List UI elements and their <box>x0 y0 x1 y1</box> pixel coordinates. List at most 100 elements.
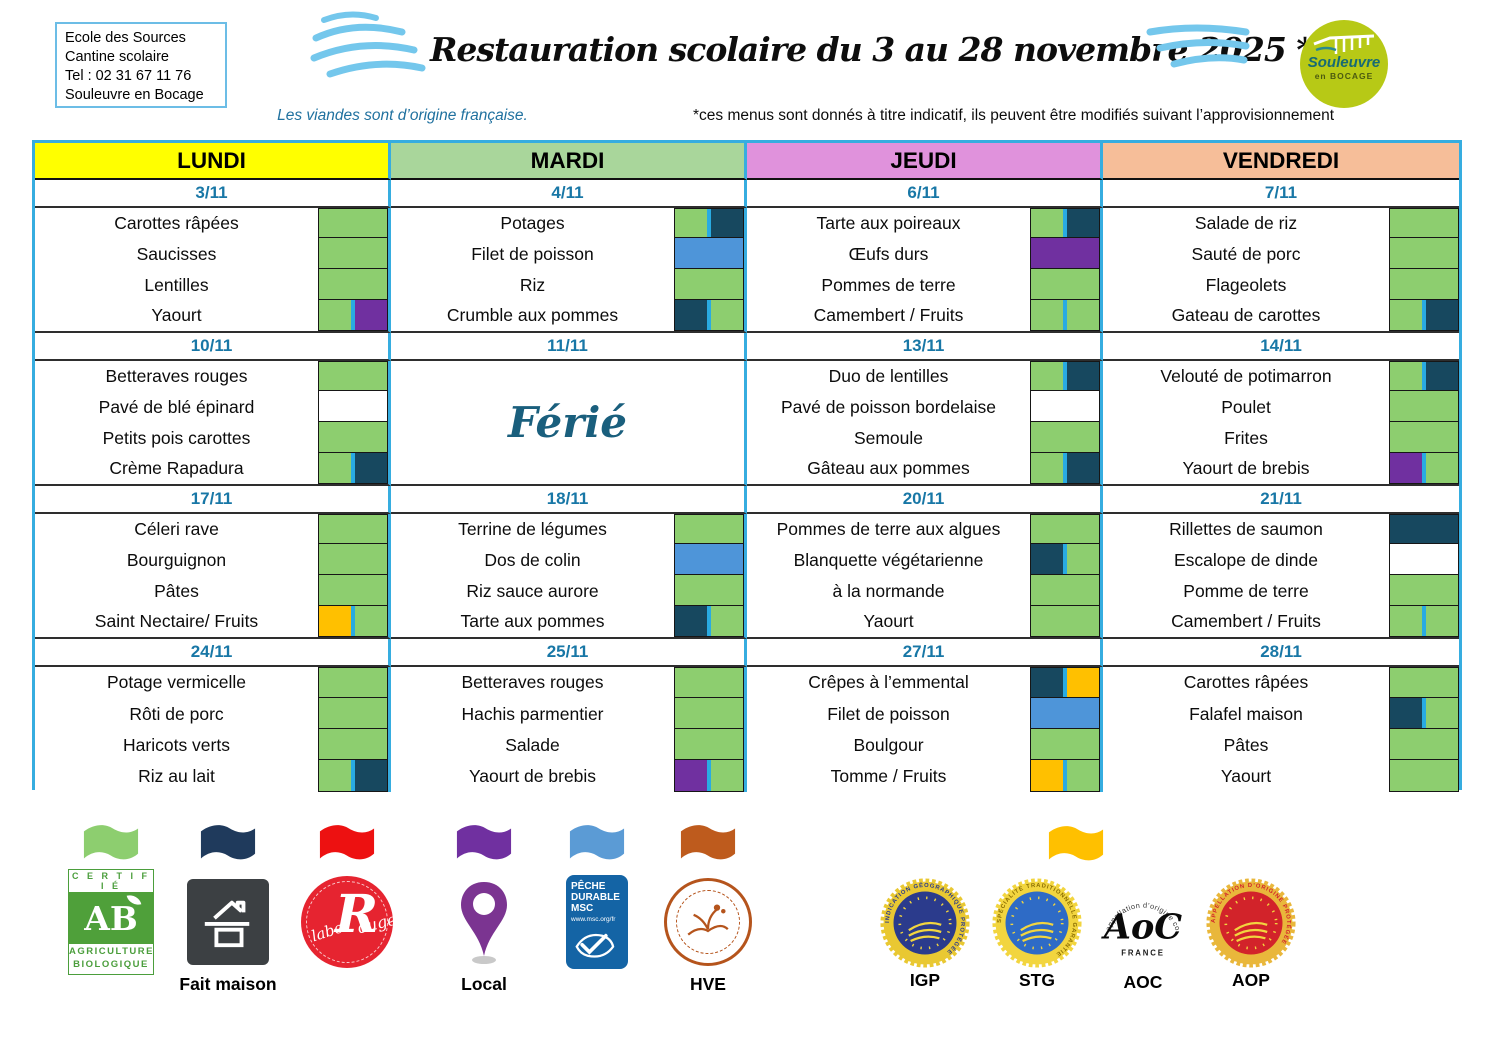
menu-item-text: Tomme / Fruits <box>830 766 947 787</box>
menu-item-text: Terrine de légumes <box>458 519 607 540</box>
menu-items: Salade de riz Sauté de porc Flageolets Gate… <box>1103 208 1389 331</box>
aop-seal: APPELLATION D’ORIGINE PROTÉGÉE <box>1206 878 1296 968</box>
date-cell: 4/11 <box>391 180 747 208</box>
label-marker-part-green <box>1390 362 1422 391</box>
date-cell: 11/11 <box>391 333 747 361</box>
menu-item-text: Camembert / Fruits <box>813 305 964 326</box>
label-marker-column <box>674 667 744 792</box>
label-marker-part-green <box>319 238 387 269</box>
label-marker-part-navy <box>675 299 707 330</box>
label-marker-part-white <box>1031 391 1099 422</box>
label-marker-green <box>1030 604 1100 637</box>
label-marker-part-green <box>319 269 387 300</box>
menu-item-text: Duo de lentilles <box>828 366 949 387</box>
label-marker-green <box>318 574 388 607</box>
label-marker-part-green <box>319 209 387 238</box>
label-marker-column <box>318 361 388 484</box>
label-marker-green <box>1389 728 1459 761</box>
legend-item-local: Local <box>419 820 549 994</box>
menu-item-text: Escalope de dinde <box>1174 549 1318 570</box>
label-marker-column <box>674 514 744 637</box>
legend-seal-aop: APPELLATION D’ORIGINE PROTÉGÉE AOP <box>1186 878 1316 991</box>
label-marker-green-purple <box>318 298 388 331</box>
menu-day-cell: Betteraves rouges Hachis parmentier Salade… <box>391 667 747 792</box>
flag-icon <box>680 825 736 860</box>
label-marker-green <box>318 421 388 454</box>
label-marker-green-navy <box>674 208 744 239</box>
label-marker-part-green <box>1031 422 1099 453</box>
label-marker-part-green <box>1422 697 1458 729</box>
label-marker-part-green <box>675 575 743 606</box>
swoosh-decoration-icon <box>1146 24 1250 68</box>
legend-item-siqo-flag <box>1047 822 1105 866</box>
label-marker-part-green <box>319 668 387 698</box>
date-cell: 20/11 <box>747 486 1103 514</box>
date-cell: 18/11 <box>391 486 747 514</box>
label-marker-green <box>1030 514 1100 545</box>
menu-item-text: Velouté de potimarron <box>1160 366 1332 387</box>
label-marker-part-green <box>1390 668 1458 698</box>
legend-label: Local <box>461 974 507 994</box>
menu-items: Tarte aux poireaux Œufs durs Pommes de ter… <box>747 208 1030 331</box>
label-marker-green <box>674 574 744 607</box>
label-marker-part-green <box>319 452 351 483</box>
label-marker-part-green <box>707 760 743 791</box>
date-cell: 3/11 <box>35 180 391 208</box>
menu-item-text: Céleri rave <box>134 519 219 540</box>
label-marker-part-green <box>675 209 707 238</box>
menu-item-text: Blanquette végétarienne <box>793 549 984 570</box>
label-marker-part-green <box>1390 299 1422 330</box>
date-cell: 6/11 <box>747 180 1103 208</box>
label-marker-green-navy <box>1030 451 1100 484</box>
menu-item-text: Petits pois carottes <box>102 427 251 448</box>
label-marker-navy-green <box>1030 543 1100 576</box>
date-cell: 7/11 <box>1103 180 1459 208</box>
label-marker-part-green <box>319 515 387 544</box>
school-name: Ecole des Sources <box>65 30 186 46</box>
menu-item-text: Pavé de poisson bordelaise <box>780 396 996 417</box>
menu-item-text: Carottes râpées <box>114 213 239 234</box>
menu-day-cell: Potages Filet de poisson Riz Crumble aux po… <box>391 208 747 333</box>
menu-item-text: Gâteau aux pommes <box>807 458 970 479</box>
label-marker-column <box>1389 361 1459 484</box>
label-marker-part-green <box>319 544 387 575</box>
label-marker-column <box>1389 667 1459 792</box>
label-marker-green <box>1389 574 1459 607</box>
label-marker-part-green <box>1031 269 1099 300</box>
label-marker-part-green <box>675 729 743 760</box>
flag-icon <box>83 825 139 860</box>
label-marker-part-green <box>1390 269 1458 300</box>
label-marker-part-blue <box>675 238 743 269</box>
legend-item-fait-maison: Fait maison <box>163 820 293 994</box>
legend-seal-aoc: appellation d’origine contrôlée AoC FRAN… <box>1078 871 1208 993</box>
label-marker-green <box>1030 728 1100 761</box>
menu-day-cell: Betteraves rouges Pavé de blé épinard Peti… <box>35 361 391 486</box>
label-marker-part-green <box>319 760 351 791</box>
label-marker-part-green <box>1390 238 1458 269</box>
label-marker-part-white <box>319 391 387 422</box>
legend-item-msc: PÊCHE DURABLE MSC www.msc.org/fr <box>532 820 662 994</box>
label-marker-green <box>318 696 388 730</box>
label-marker-purple <box>1030 237 1100 270</box>
label-marker-part-purple <box>351 299 387 330</box>
menu-item-text: Riz <box>519 274 546 295</box>
school-town: Souleuvre en Bocage <box>65 87 204 104</box>
date-cell: 10/11 <box>35 333 391 361</box>
label-marker-blue <box>674 237 744 270</box>
flag-icon <box>1048 826 1104 861</box>
label-marker-green <box>318 514 388 545</box>
label-marker-purple-green <box>1389 451 1459 484</box>
label-marker-white <box>1030 390 1100 423</box>
swoosh-decoration-icon <box>310 11 426 78</box>
label-marker-green-green <box>1389 604 1459 637</box>
seal-label: AOC <box>1123 972 1163 992</box>
label-marker-part-navy <box>707 209 743 238</box>
menu-item-text: Crumble aux pommes <box>446 305 619 326</box>
igp-seal: INDICATION GÉOGRAPHIQUE PROTÉGÉE <box>880 878 970 968</box>
menu-items: Betteraves rouges Hachis parmentier Salade… <box>391 667 674 792</box>
label-marker-part-navy <box>1422 362 1458 391</box>
menu-day-cell: Carottes râpées Saucisses Lentilles Yaourt <box>35 208 391 333</box>
school-service: Cantine scolaire <box>65 49 169 66</box>
menu-item-text: Camembert / Fruits <box>1171 611 1321 632</box>
ab-bio-logo: C E R T I F I É AB AGRICULTURE BIOLOGIQUE <box>68 869 154 975</box>
